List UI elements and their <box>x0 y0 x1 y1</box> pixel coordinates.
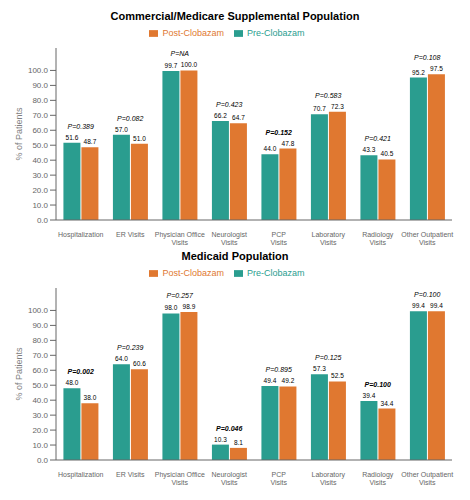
svg-text:70.0: 70.0 <box>32 111 48 120</box>
svg-text:P=0.895: P=0.895 <box>266 366 292 373</box>
svg-text:Other OutpatientVisits: Other OutpatientVisits <box>401 471 453 486</box>
svg-text:51.0: 51.0 <box>133 135 146 142</box>
svg-text:Physician OfficeVisits: Physician OfficeVisits <box>155 471 205 486</box>
svg-text:P=0.421: P=0.421 <box>365 135 391 142</box>
svg-text:NeurologistVisits: NeurologistVisits <box>212 231 247 246</box>
svg-text:Hospitalization: Hospitalization <box>58 231 104 239</box>
svg-text:PCPVisits: PCPVisits <box>270 471 287 486</box>
html-text:Pre-Clobazam: Pre-Clobazam <box>247 28 305 38</box>
svg-text:LaboratoryVisits: LaboratoryVisits <box>312 231 346 246</box>
svg-text:8.1: 8.1 <box>234 439 243 446</box>
svg-text:49.4: 49.4 <box>264 377 277 384</box>
svg-text:P=NA: P=NA <box>171 50 190 57</box>
svg-text:P=0.257: P=0.257 <box>167 292 194 299</box>
svg-text:95.2: 95.2 <box>412 69 425 76</box>
svg-text:99.7: 99.7 <box>165 62 178 69</box>
svg-text:47.8: 47.8 <box>282 140 295 147</box>
svg-text:20.0: 20.0 <box>32 426 48 435</box>
svg-text:30.0: 30.0 <box>32 171 48 180</box>
svg-text:100.0: 100.0 <box>181 61 198 68</box>
svg-text:66.2: 66.2 <box>214 112 227 119</box>
svg-text:P=0.583: P=0.583 <box>315 92 341 99</box>
svg-text:52.5: 52.5 <box>331 372 344 379</box>
svg-text:Hospitalization: Hospitalization <box>58 471 104 479</box>
svg-text:P=0.100: P=0.100 <box>414 291 440 298</box>
svg-text:40.0: 40.0 <box>32 156 48 165</box>
svg-text:70.0: 70.0 <box>32 351 48 360</box>
svg-text:51.6: 51.6 <box>66 134 79 141</box>
svg-text:97.5: 97.5 <box>430 65 443 72</box>
svg-text:64.7: 64.7 <box>232 114 245 121</box>
svg-text:10.3: 10.3 <box>214 436 227 443</box>
svg-text:98.0: 98.0 <box>165 304 178 311</box>
svg-text:ER Visits: ER Visits <box>116 471 145 478</box>
svg-text:P=0.046: P=0.046 <box>216 425 242 432</box>
svg-text:100.0: 100.0 <box>28 306 49 315</box>
svg-text:P=0.100: P=0.100 <box>365 381 391 388</box>
svg-text:10.0: 10.0 <box>32 441 48 450</box>
svg-text:64.0: 64.0 <box>115 355 128 362</box>
svg-text:38.0: 38.0 <box>84 394 97 401</box>
svg-text:48.0: 48.0 <box>66 379 79 386</box>
html-text:Post-Clobazam: Post-Clobazam <box>162 28 224 38</box>
svg-text:P=0.239: P=0.239 <box>117 344 143 351</box>
html-text:Post-Clobazam: Post-Clobazam <box>162 268 224 278</box>
svg-text:80.0: 80.0 <box>32 96 48 105</box>
svg-text:10.0: 10.0 <box>32 201 48 210</box>
svg-text:72.3: 72.3 <box>331 103 344 110</box>
svg-text:50.0: 50.0 <box>32 141 48 150</box>
svg-text:LaboratoryVisits: LaboratoryVisits <box>312 471 346 486</box>
svg-text:60.0: 60.0 <box>32 366 48 375</box>
svg-text:49.2: 49.2 <box>282 377 295 384</box>
svg-text:57.3: 57.3 <box>313 365 326 372</box>
svg-text:40.0: 40.0 <box>32 396 48 405</box>
svg-text:% of Patients: % of Patients <box>14 107 24 161</box>
svg-text:Other OutpatientVisits: Other OutpatientVisits <box>401 231 453 246</box>
svg-text:90.0: 90.0 <box>32 321 48 330</box>
html-text:Pre-Clobazam: Pre-Clobazam <box>247 268 305 278</box>
svg-text:43.3: 43.3 <box>363 146 376 153</box>
svg-text:ER Visits: ER Visits <box>116 231 145 238</box>
svg-text:P=0.389: P=0.389 <box>68 123 94 130</box>
svg-text:70.7: 70.7 <box>313 105 326 112</box>
svg-text:RadiologyVisits: RadiologyVisits <box>362 231 394 246</box>
svg-text:NeurologistVisits: NeurologistVisits <box>212 471 247 486</box>
svg-text:34.4: 34.4 <box>381 400 394 407</box>
svg-text:40.5: 40.5 <box>381 150 394 157</box>
svg-text:PCPVisits: PCPVisits <box>270 231 287 246</box>
svg-text:39.4: 39.4 <box>363 392 376 399</box>
svg-text:20.0: 20.0 <box>32 186 48 195</box>
svg-text:90.0: 90.0 <box>32 81 48 90</box>
svg-text:0.0: 0.0 <box>37 456 49 465</box>
svg-text:0.0: 0.0 <box>37 216 49 225</box>
svg-text:57.0: 57.0 <box>115 126 128 133</box>
svg-text:% of Patients: % of Patients <box>14 347 24 401</box>
svg-text:60.0: 60.0 <box>32 126 48 135</box>
svg-text:48.7: 48.7 <box>84 138 97 145</box>
svg-text:P=0.082: P=0.082 <box>117 115 143 122</box>
svg-text:60.6: 60.6 <box>133 360 146 367</box>
html-text:Medicaid Population: Medicaid Population <box>181 250 289 262</box>
svg-text:98.9: 98.9 <box>183 303 196 310</box>
svg-text:99.4: 99.4 <box>430 302 443 309</box>
svg-text:P=0.423: P=0.423 <box>216 101 242 108</box>
svg-text:30.0: 30.0 <box>32 411 48 420</box>
svg-text:P=0.152: P=0.152 <box>266 129 292 136</box>
svg-text:Physician OfficeVisits: Physician OfficeVisits <box>155 231 205 246</box>
svg-text:P=0.108: P=0.108 <box>414 54 440 61</box>
svg-text:RadiologyVisits: RadiologyVisits <box>362 471 394 486</box>
svg-text:100.0: 100.0 <box>28 66 49 75</box>
svg-text:44.0: 44.0 <box>264 145 277 152</box>
svg-text:P=0.002: P=0.002 <box>68 368 94 375</box>
html-text:Commercial/Medicare Supplement: Commercial/Medicare Supplemental Populat… <box>110 10 360 22</box>
svg-text:80.0: 80.0 <box>32 336 48 345</box>
svg-text:99.4: 99.4 <box>412 302 425 309</box>
svg-text:50.0: 50.0 <box>32 381 48 390</box>
svg-text:P=0.125: P=0.125 <box>315 354 341 361</box>
